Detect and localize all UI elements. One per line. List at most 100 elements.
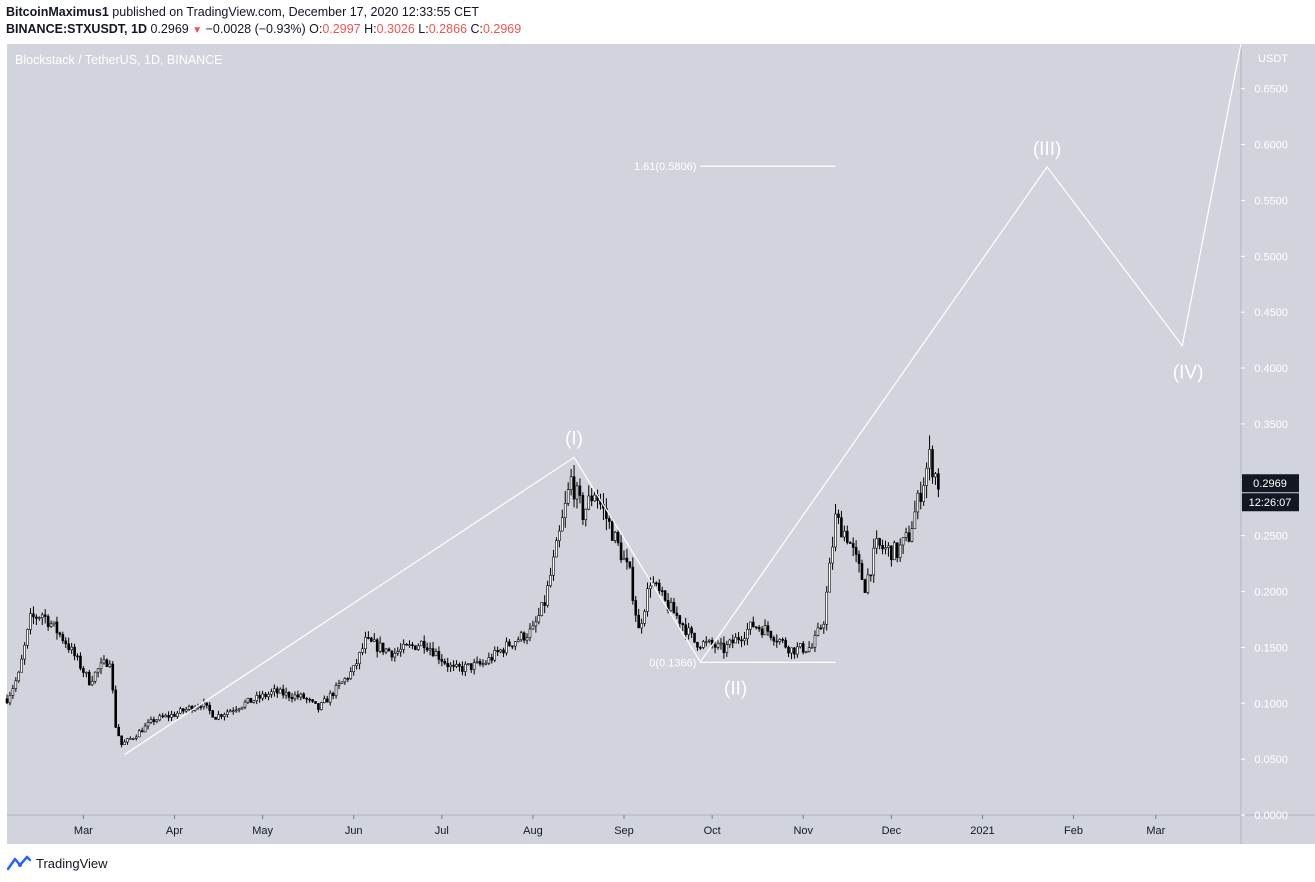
candle-body [781,639,784,641]
candle-body [267,694,270,698]
candle-body [857,554,861,564]
price-axis[interactable]: 0.00000.05000.10000.15000.20000.25000.30… [1241,84,1299,822]
candle-body [270,691,273,695]
candle-body [234,709,238,712]
candle-body [490,657,494,661]
candle-body [819,627,823,630]
candle-body [749,621,752,630]
annotations-group: 1.61(0.5806) 0(0.1366) (I) (II) (III) (IV) [124,43,1242,756]
close-value: 0.2969 [482,22,522,36]
candle-body [549,574,552,587]
candle-body [181,708,185,712]
candle-body [878,538,881,546]
candle-body [176,712,179,717]
candle-body [5,698,9,704]
candle-body [14,680,18,689]
candle-body [934,473,937,478]
candle-body [8,695,12,704]
time-axis-background [7,815,1241,844]
candle-body [702,641,705,648]
time-tick-label: Jul [435,825,449,837]
candle-body [35,616,38,619]
candle-body [220,714,223,717]
author-name[interactable]: BitcoinMaximus1 [6,5,109,19]
candle-body [117,726,120,737]
candle-body [887,545,890,548]
candle-body [273,688,276,693]
fib-level-label: 0(0.1366) [649,657,696,669]
low-label: L: [418,22,429,36]
candle-body [687,627,690,635]
candle-body [840,517,843,538]
candle-body [804,651,808,653]
candle-body [904,532,908,538]
candle-body [472,662,476,670]
candle-body [240,706,244,710]
candle-body [358,652,361,665]
candle-body [164,714,167,718]
candle-body [458,664,461,667]
candle-body [575,485,579,500]
candle-body [364,637,367,650]
candle-body [140,730,144,733]
elliott-wave-line [124,43,1242,756]
candle-body [252,700,256,703]
chart-area[interactable]: 1.61(0.5806) 0(0.1366) (I) (II) (III) (IV) 0.… [0,43,1315,844]
candle-body [784,639,787,648]
candle-body [699,647,702,649]
candle-body [143,725,147,733]
candle-body [587,495,591,510]
candle-body [895,542,899,558]
candle-body [87,671,91,686]
candle-body [913,511,917,530]
last-price-tag [1242,474,1299,493]
candle-body [85,671,88,674]
price-tick-label: 0.2500 [1254,531,1288,543]
time-tick-label: Oct [704,825,721,837]
candle-body [372,639,376,642]
candle-body [102,659,106,664]
candle-body [411,644,414,647]
candle-body [261,693,264,699]
candle-body [563,502,567,519]
candle-body [534,621,538,627]
candle-body [678,615,682,624]
candle-body [258,695,261,699]
candle-body [637,614,640,629]
candle-body [572,476,576,500]
candle-body [299,693,303,698]
candle-body [919,492,923,502]
candle-body [317,703,320,710]
time-tick-label: Dec [882,825,902,837]
tradingview-footer[interactable]: TradingView [7,855,108,871]
countdown-tag [1242,493,1299,512]
price-tick-label: 0.5500 [1254,195,1288,207]
candle-body [619,542,623,561]
price-tick-label: 0.5000 [1254,251,1288,263]
candle-body [455,664,458,667]
candle-body [513,641,517,647]
candle-body [352,665,355,673]
candle-body [340,681,344,684]
open-value: 0.2997 [322,22,361,36]
time-axis[interactable]: Mar Apr May Jun Jul Aug Sep Oct Nov Dec 2021 Feb Mar [74,815,1166,837]
candle-body [464,663,467,672]
candle-body [111,663,115,691]
candle-body [822,623,826,629]
chart-title: Blockstack / TetherUS, 1D, BINANCE [15,53,223,67]
candle-body [869,574,873,577]
candle-body [32,613,35,618]
candle-body [746,629,749,639]
candle-body [631,566,635,601]
candle-body [381,642,385,653]
candle-body [146,722,150,727]
candle-body [399,649,403,653]
candle-body [922,485,925,502]
candle-body [52,621,56,625]
candle-body [837,513,840,518]
candle-body [560,517,564,532]
wave-label: (II) [724,679,747,700]
candle-body [434,651,438,657]
price-tick-label: 0.4500 [1254,307,1288,319]
price-chart[interactable]: 1.61(0.5806) 0(0.1366) (I) (II) (III) (IV) 0.… [0,43,1315,844]
